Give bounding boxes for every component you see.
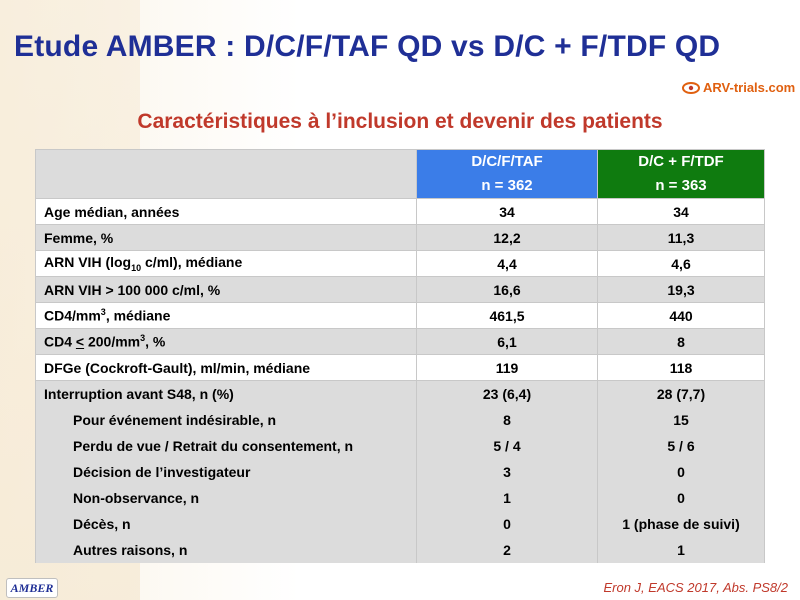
- interruption-item-value: 2: [503, 542, 511, 558]
- interruption-item-label: Autres raisons, n: [73, 542, 188, 558]
- interruption-value: 23 (6,4): [482, 386, 532, 402]
- study-tag: AMBER: [6, 578, 58, 598]
- interruption-item-value: 3: [503, 464, 511, 480]
- header-col-taf-n: n = 362: [481, 177, 533, 194]
- interruption-item-value: 15: [673, 412, 689, 428]
- row-label-part: , médiane: [105, 307, 171, 324]
- slide-title: Etude AMBER : D/C/F/TAF QD vs D/C + F/TD…: [14, 30, 721, 63]
- row-label: ARN VIH (log10 c/ml), médiane: [35, 250, 417, 277]
- interruption-item-label: Pour événement indésirable, n: [73, 412, 277, 428]
- row-value-tdf: 8: [597, 328, 765, 355]
- row-label-superscript: 3: [140, 333, 146, 344]
- table-row: Femme, % 12,2 11,3: [35, 224, 765, 251]
- row-label-part: CD4: [44, 333, 76, 350]
- row-value-taf: 12,2: [416, 224, 598, 251]
- row-value-taf: 461,5: [416, 302, 598, 329]
- row-label-part: 200/mm: [84, 333, 141, 350]
- interruption-item-label: Décision de l’investigateur: [73, 464, 251, 480]
- row-value-taf: 16,6: [416, 276, 598, 303]
- table-header-row: D/C/F/TAF n = 362 D/C + F/TDF n = 363: [35, 149, 765, 199]
- row-label: Femme, %: [35, 224, 417, 251]
- interruption-values-taf: 23 (6,4) 8 5 / 4 3 1 0 2: [416, 380, 598, 563]
- interruption-label: Interruption avant S48, n (%): [44, 386, 234, 402]
- patient-characteristics-table: D/C/F/TAF n = 362 D/C + F/TDF n = 363 Ag…: [35, 149, 765, 563]
- logo-icon: [682, 81, 700, 94]
- arv-trials-logo[interactable]: ARV-trials.com: [682, 80, 795, 95]
- interruption-item-label: Non-observance, n: [73, 490, 200, 506]
- header-col-taf-name: D/C/F/TAF: [471, 153, 543, 170]
- row-label-superscript: 3: [100, 307, 106, 318]
- row-label-part: c/ml), médiane: [141, 254, 243, 271]
- row-value-tdf: 440: [597, 302, 765, 329]
- logo-text: ARV-trials.com: [703, 80, 796, 95]
- interruption-item-value: 0: [677, 490, 685, 506]
- interruption-item-label: Décès, n: [73, 516, 131, 532]
- row-label: DFGe (Cockroft-Gault), ml/min, médiane: [35, 354, 417, 381]
- row-label: CD4 < 200/mm3, %: [35, 328, 417, 355]
- row-value-tdf: 118: [597, 354, 765, 381]
- row-value-tdf: 19,3: [597, 276, 765, 303]
- interruption-item-value: 8: [503, 412, 511, 428]
- interruption-item-value: 5 / 4: [493, 438, 521, 454]
- row-label-part: CD4/mm: [44, 307, 101, 324]
- reference-citation: Eron J, EACS 2017, Abs. PS8/2: [603, 580, 788, 595]
- interruption-item-value: 0: [503, 516, 511, 532]
- row-label-part: , %: [145, 333, 166, 350]
- interruption-item-value: 5 / 6: [667, 438, 695, 454]
- interruption-item-value: 0: [677, 464, 685, 480]
- header-col-tdf-name: D/C + F/TDF: [638, 153, 724, 170]
- row-value-taf: 119: [416, 354, 598, 381]
- header-col-tdf-n: n = 363: [655, 177, 707, 194]
- row-label-underlined: <: [75, 333, 85, 350]
- table-row: ARN VIH (log10 c/ml), médiane 4,4 4,6: [35, 250, 765, 277]
- row-label: Age médian, années: [35, 198, 417, 225]
- row-value-tdf: 34: [597, 198, 765, 225]
- row-value-taf: 6,1: [416, 328, 598, 355]
- interruption-item-value: 1: [503, 490, 511, 506]
- table-row: ARN VIH > 100 000 c/ml, % 16,6 19,3: [35, 276, 765, 303]
- table-row: CD4/mm3, médiane 461,5 440: [35, 302, 765, 329]
- row-value-taf: 4,4: [416, 250, 598, 277]
- header-blank-cell: [35, 149, 417, 199]
- row-value-tdf: 11,3: [597, 224, 765, 251]
- table-row: CD4 < 200/mm3, % 6,1 8: [35, 328, 765, 355]
- row-label-part: ARN VIH (log: [44, 254, 132, 271]
- table-row: DFGe (Cockroft-Gault), ml/min, médiane 1…: [35, 354, 765, 381]
- row-value-taf: 34: [416, 198, 598, 225]
- interruption-value: 28 (7,7): [656, 386, 706, 402]
- slide-subtitle: Caractéristiques à l’inclusion et deveni…: [137, 110, 663, 133]
- interruption-item-value: 1 (phase de suivi): [622, 516, 740, 532]
- interruption-labels: Interruption avant S48, n (%) Pour événe…: [35, 380, 417, 563]
- interruption-item-value: 1: [677, 542, 685, 558]
- header-col-tdf: D/C + F/TDF n = 363: [597, 149, 765, 199]
- row-label-subscript: 10: [131, 262, 142, 273]
- interruption-item-label: Perdu de vue / Retrait du consentement, …: [73, 438, 354, 454]
- row-label: ARN VIH > 100 000 c/ml, %: [35, 276, 417, 303]
- row-value-tdf: 4,6: [597, 250, 765, 277]
- interruption-values-tdf: 28 (7,7) 15 5 / 6 0 0 1 (phase de suivi)…: [597, 380, 765, 563]
- interruption-group-row: Interruption avant S48, n (%) Pour événe…: [35, 380, 765, 563]
- row-label: CD4/mm3, médiane: [35, 302, 417, 329]
- header-col-taf: D/C/F/TAF n = 362: [416, 149, 598, 199]
- table-row: Age médian, années 34 34: [35, 198, 765, 225]
